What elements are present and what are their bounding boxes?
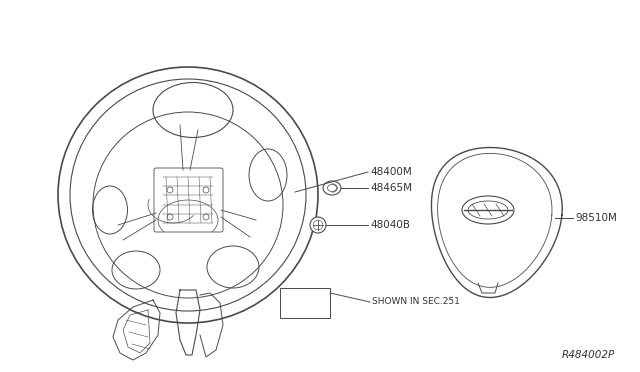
Text: 48465M: 48465M: [370, 183, 412, 193]
Ellipse shape: [310, 217, 326, 233]
Ellipse shape: [323, 181, 341, 195]
Text: 48400M: 48400M: [370, 167, 412, 177]
Text: 98510M: 98510M: [575, 213, 617, 223]
Text: 48040B: 48040B: [370, 220, 410, 230]
Text: SHOWN IN SEC.251: SHOWN IN SEC.251: [372, 298, 460, 307]
Text: R484002P: R484002P: [562, 350, 615, 360]
